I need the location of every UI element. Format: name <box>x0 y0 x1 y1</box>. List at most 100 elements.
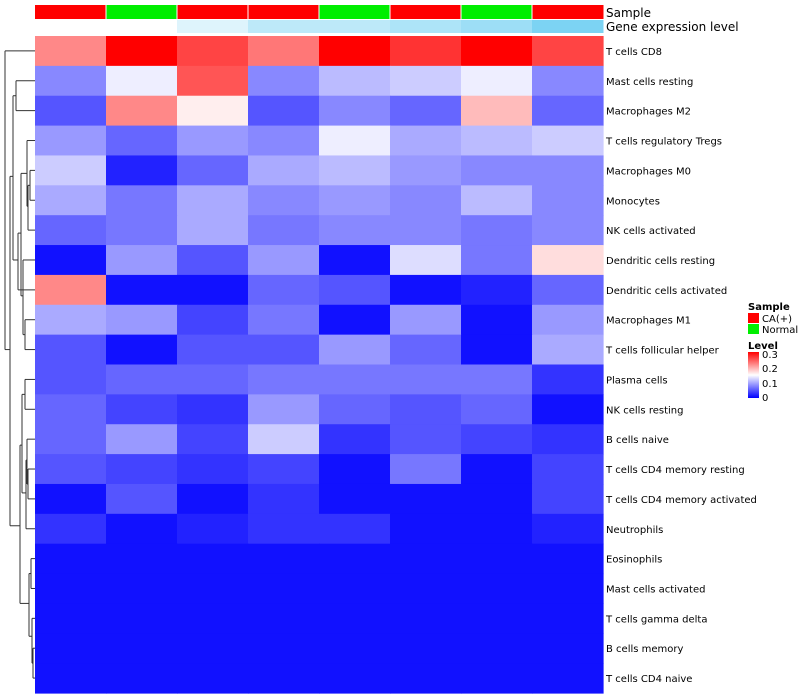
heatmap-cell <box>106 513 178 545</box>
heatmap-cell <box>532 185 604 216</box>
heatmap-cell <box>177 364 249 395</box>
heatmap-cell <box>319 95 391 127</box>
annotation-label-sample: Sample <box>606 6 651 20</box>
heatmap-cell <box>106 36 178 67</box>
heatmap-cell <box>35 304 107 336</box>
heatmap-cell <box>461 95 533 127</box>
heatmap-cell <box>461 454 533 485</box>
heatmap-cells <box>35 36 604 694</box>
heatmap-cell <box>35 155 107 186</box>
heatmap-cell <box>106 65 178 97</box>
legend-swatch-ca <box>748 313 759 323</box>
heatmap-cell <box>461 215 533 246</box>
row-label: Dendritic cells activated <box>606 286 727 297</box>
heatmap-cell <box>532 573 604 605</box>
heatmap-cell <box>248 185 320 216</box>
heatmap-cell <box>390 603 462 634</box>
expression-annotation-cell <box>248 20 320 33</box>
legend-label-ca: CA(+) <box>762 314 792 325</box>
heatmap-cell <box>532 155 604 186</box>
heatmap-cell <box>390 633 462 664</box>
legend-tick-0.2: 0.2 <box>762 364 778 375</box>
heatmap-cell <box>319 513 391 545</box>
row-label: Mast cells activated <box>606 584 705 595</box>
heatmap-cell <box>532 125 604 157</box>
expression-annotation-cell <box>532 20 604 33</box>
legend-swatch-normal <box>748 324 759 334</box>
heatmap-cell <box>390 483 462 515</box>
heatmap-cell <box>106 364 178 395</box>
heatmap-cell <box>35 274 107 306</box>
heatmap-cell <box>319 185 391 216</box>
heatmap-cell <box>390 424 462 455</box>
heatmap-cell <box>248 95 320 127</box>
heatmap-cell <box>177 454 249 485</box>
heatmap-cell <box>35 603 107 634</box>
heatmap-cell <box>532 65 604 97</box>
heatmap-cell <box>319 304 391 336</box>
expression-annotation-cell <box>390 20 462 33</box>
annotation-label-gene-expression: Gene expression level <box>606 20 739 34</box>
heatmap-cell <box>248 364 320 395</box>
heatmap-cell <box>390 364 462 395</box>
heatmap-cell <box>461 185 533 216</box>
heatmap-cell <box>461 274 533 306</box>
heatmap-cell <box>461 663 533 694</box>
heatmap-cell <box>390 155 462 186</box>
heatmap-cell <box>461 334 533 366</box>
heatmap-cell <box>319 633 391 664</box>
heatmap-cell <box>106 334 178 366</box>
legend-sample-title: Sample <box>748 302 790 313</box>
heatmap-cell <box>390 125 462 157</box>
heatmap-cell <box>106 274 178 306</box>
heatmap-cell <box>461 513 533 545</box>
heatmap-cell <box>177 274 249 306</box>
heatmap-cell <box>532 513 604 545</box>
sample-annotation-cell <box>532 5 604 19</box>
legend-color-bar <box>748 352 759 398</box>
row-label: T cells regulatory Tregs <box>605 137 722 148</box>
heatmap-cell <box>35 245 107 276</box>
row-label: B cells memory <box>606 644 683 655</box>
heatmap-cell <box>532 36 604 67</box>
heatmap-cell <box>461 424 533 455</box>
heatmap-cell <box>532 245 604 276</box>
heatmap-cell <box>390 454 462 485</box>
heatmap-cell <box>177 125 249 157</box>
heatmap-cell <box>532 215 604 246</box>
heatmap-cell <box>248 663 320 694</box>
heatmap-cell <box>390 245 462 276</box>
heatmap-cell <box>461 543 533 575</box>
heatmap-cell <box>35 95 107 127</box>
heatmap-cell <box>532 603 604 634</box>
heatmap-cell <box>532 543 604 575</box>
row-dendrogram <box>4 50 35 679</box>
row-label: Macrophages M2 <box>606 107 691 118</box>
sample-annotation-cell <box>248 5 320 19</box>
heatmap-cell <box>319 603 391 634</box>
row-label: NK cells resting <box>606 405 683 416</box>
sample-annotation-cell <box>106 5 178 19</box>
heatmap-cell <box>319 245 391 276</box>
heatmap-cell <box>532 454 604 485</box>
heatmap-cell <box>461 394 533 425</box>
heatmap-cell <box>177 633 249 664</box>
heatmap-cell <box>35 334 107 366</box>
heatmap-cell <box>177 334 249 366</box>
heatmap-cell <box>248 245 320 276</box>
heatmap-cell <box>106 394 178 425</box>
heatmap-cell <box>461 633 533 664</box>
column-annotation-bars <box>35 5 604 33</box>
heatmap-cell <box>35 215 107 246</box>
sample-annotation-cell <box>390 5 462 19</box>
heatmap-cell <box>106 483 178 515</box>
heatmap-cell <box>35 573 107 605</box>
heatmap-cell <box>106 215 178 246</box>
row-labels: T cells CD8 Mast cells resting Macrophages… <box>605 47 757 685</box>
heatmap-cell <box>177 215 249 246</box>
row-label: Dendritic cells resting <box>606 256 715 267</box>
heatmap-cell <box>390 513 462 545</box>
sample-annotation-cell <box>177 5 249 19</box>
heatmap-cell <box>319 573 391 605</box>
